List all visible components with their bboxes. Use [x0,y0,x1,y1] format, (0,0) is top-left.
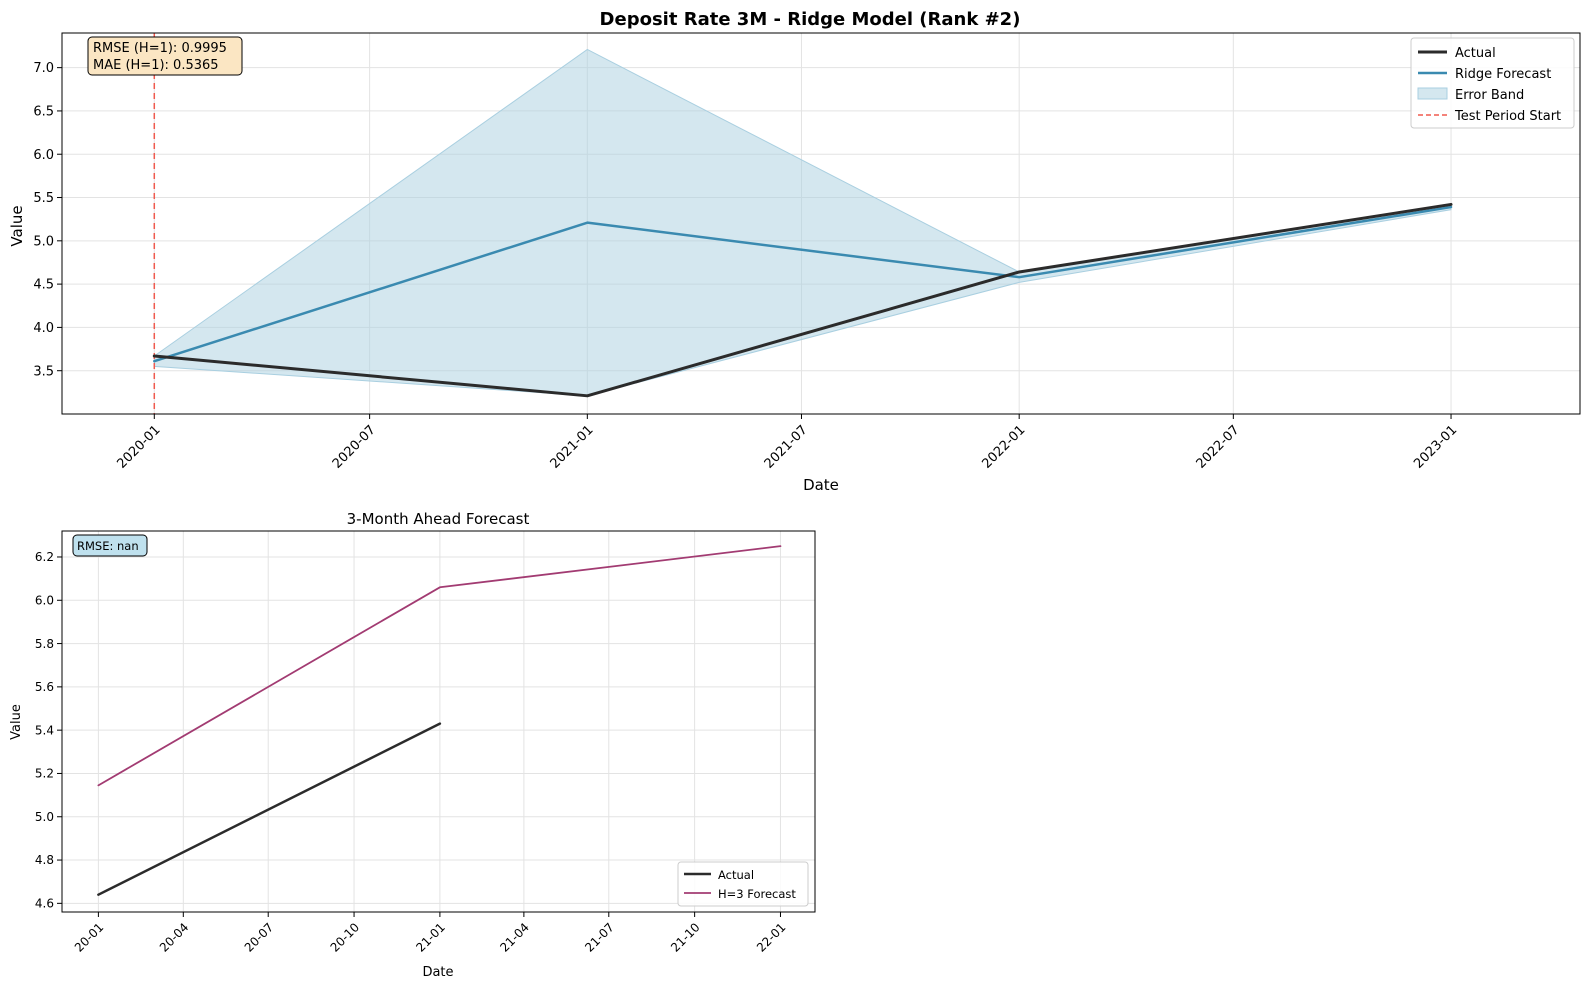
y-tick-label: 3.5 [33,364,54,379]
y-axis-title: Value [9,704,24,740]
y-axis-ticks: 4.6 4.8 5.0 5.2 5.4 5.6 5.8 6.0 6.2 [35,550,62,911]
series-line-h-3-forecast [97,545,782,787]
y-tick-label: 4.5 [33,278,54,293]
error-band-area [153,48,1452,397]
grid [62,531,815,912]
y-tick-label: 4.8 [35,853,54,867]
x-axis-title: Date [803,476,839,494]
y-tick-label: 4.6 [35,897,54,911]
y-tick-label: 5.4 [35,723,54,737]
legend: Actual Ridge Forecast Error Band Test Pe… [1410,37,1575,129]
y-tick-label: 5.6 [35,680,54,694]
y-tick-label: 6.5 [33,104,54,119]
x-axis-title: Date [422,965,453,980]
legend-label-actual: Actual [718,868,754,882]
stats-box-background [72,534,148,557]
series-line-ridge-forecast [153,205,1453,363]
stats-box-background [87,36,243,76]
y-axis-ticks: 3.5 4.0 4.5 5.0 5.5 6.0 6.5 7.0 [33,61,62,379]
legend-box [1410,37,1575,129]
y-tick-label: 7.0 [33,61,54,76]
y-tick-label: 5.8 [35,637,54,651]
legend-label-h3-forecast: H=3 Forecast [718,887,796,901]
y-axis-title: Value [8,205,26,246]
stat-mae: MAE (H=1): 0.5365 [93,58,219,73]
legend-label-error-band: Error Band [1455,88,1524,103]
y-tick-label: 5.2 [35,767,54,781]
series-lines [152,202,1453,398]
plot-frame [61,530,816,913]
legend-label-actual: Actual [1455,46,1496,61]
plot-frame [61,32,1581,415]
legend: Actual H=3 Forecast [677,861,809,907]
stat-rmse: RMSE (H=1): 0.9995 [93,41,227,56]
legend-label-ridge-forecast: Ridge Forecast [1455,67,1551,82]
stats-box: RMSE: nan [72,534,148,557]
legend-label-test-period-start: Test Period Start [1454,109,1561,124]
stats-box: RMSE (H=1): 0.9995 MAE (H=1): 0.5365 [87,36,243,76]
stat-rmse: RMSE: nan [77,539,139,553]
legend-swatch-error-band [1417,87,1448,100]
series-line-actual [97,722,442,896]
chart-title: Deposit Rate 3M - Ridge Model (Rank #2) [600,9,1021,30]
series-lines [97,545,782,896]
chart-forecast-ridge: Deposit Rate 3M - Ridge Model (Rank #2) … [8,9,1581,494]
y-tick-label: 6.0 [33,148,54,163]
chart-title: 3-Month Ahead Forecast [347,510,530,528]
y-tick-label: 6.0 [35,593,54,607]
series-line-actual [152,202,1453,398]
y-tick-label: 5.0 [35,810,54,824]
y-tick-label: 4.0 [33,321,54,336]
y-tick-label: 5.0 [33,234,54,249]
y-tick-label: 6.2 [35,550,54,564]
error-band [153,48,1452,397]
y-tick-label: 5.5 [33,191,54,206]
